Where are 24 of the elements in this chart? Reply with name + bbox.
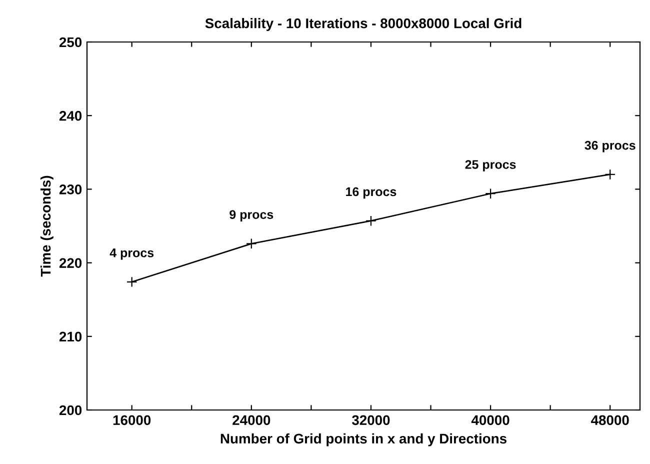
point (126, 276, 138, 288)
point (246, 238, 257, 250)
annotation: 4 procs (110, 248, 154, 260)
y-tick-label: 220 (59, 258, 82, 268)
annotation: 9 procs (230, 210, 274, 222)
y-tick-label: 240 (59, 110, 82, 121)
x-tick-label: 40000 (471, 415, 510, 426)
annotation: 36 procs (584, 140, 636, 152)
x-tick-label: 24000 (232, 415, 270, 426)
x-tick-label: 48000 (591, 415, 629, 426)
point (604, 169, 616, 180)
x-axis-title: Number of Grid points in x and y Directions (220, 433, 506, 446)
x-tick-label: 32000 (352, 415, 390, 426)
chart-title: Scalability - 10 Iterations - 8000x8000 Local Grid (205, 18, 522, 31)
point (366, 215, 376, 226)
annotation: 16 procs (346, 187, 396, 199)
x-tick-label: 16000 (113, 415, 151, 426)
y-tick-label: 200 (59, 405, 82, 416)
y-tick-label: 210 (59, 332, 82, 342)
y-tick-label: 230 (59, 184, 82, 194)
y-tick-label: 250 (59, 37, 82, 48)
annotation: 25 procs (465, 160, 516, 172)
y-axis-title: Time (seconds) (40, 176, 54, 277)
point (485, 188, 496, 200)
